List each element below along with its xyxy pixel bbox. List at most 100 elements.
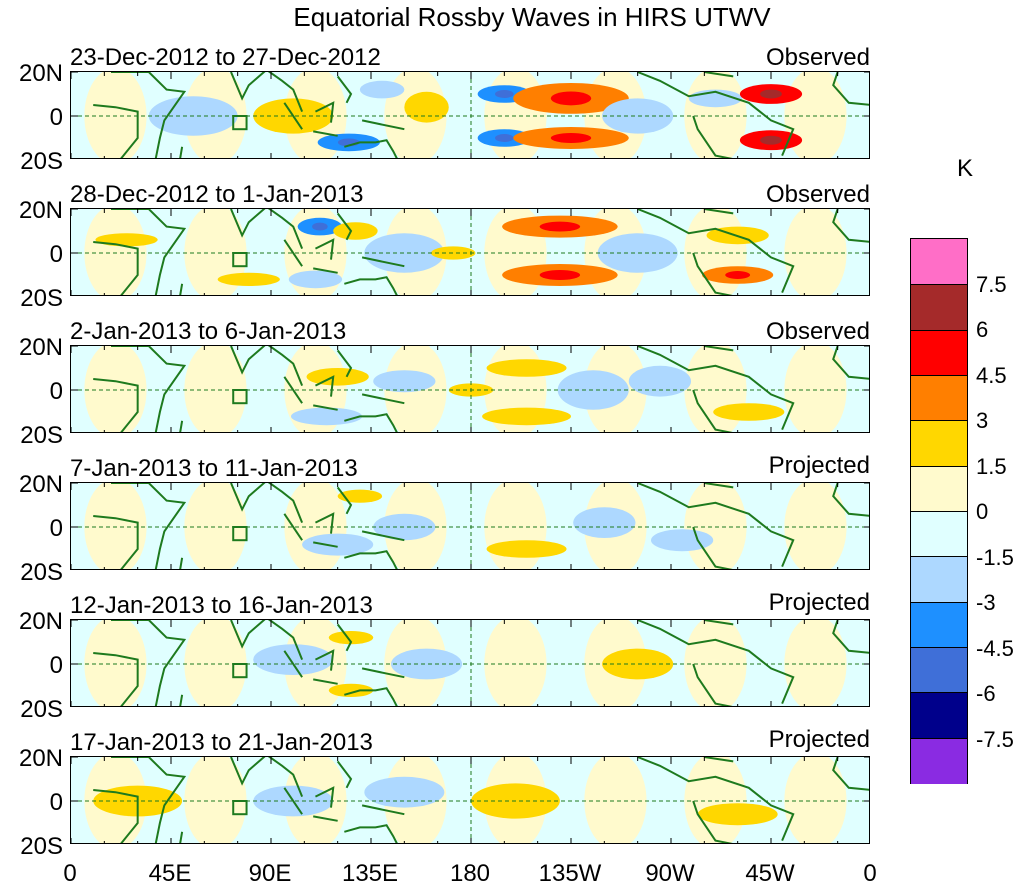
colorbar-swatch bbox=[911, 284, 967, 331]
coastline bbox=[344, 550, 398, 569]
anomaly-contour bbox=[651, 529, 714, 552]
coastline bbox=[93, 104, 139, 158]
anomaly-core bbox=[495, 134, 514, 142]
colorbar-swatch bbox=[911, 647, 967, 694]
panel-3-date-range: 2-Jan-2013 to 6-Jan-2013 bbox=[70, 318, 347, 345]
coastline bbox=[336, 212, 353, 241]
coastline bbox=[692, 663, 733, 706]
anomaly-contour bbox=[359, 80, 405, 99]
y-tick-label: 0 bbox=[49, 241, 63, 268]
colorbar-swatch bbox=[911, 556, 967, 603]
anomaly-contour bbox=[217, 272, 280, 286]
coastline bbox=[230, 620, 304, 660]
y-tick-label: 20N bbox=[18, 60, 63, 87]
anomaly-core bbox=[725, 271, 751, 279]
anomaly-contour bbox=[557, 370, 629, 410]
coastline bbox=[336, 486, 353, 515]
panel-contour-map bbox=[71, 209, 869, 295]
colorbar-swatch bbox=[911, 239, 967, 285]
coastline bbox=[230, 757, 304, 797]
anomaly-core bbox=[539, 221, 581, 232]
coastline bbox=[336, 75, 353, 104]
coastline bbox=[179, 694, 184, 706]
anomaly-band bbox=[584, 757, 647, 843]
coastline bbox=[313, 815, 338, 822]
anomaly-core bbox=[495, 90, 514, 98]
panel-3-status: Observed bbox=[765, 318, 870, 345]
y-tick-label: 20S bbox=[20, 696, 63, 723]
colorbar-swatch bbox=[911, 465, 967, 512]
anomaly-band bbox=[84, 620, 147, 706]
coastline bbox=[637, 757, 795, 841]
chart-title: Equatorial Rossby Waves in HIRS UTWV bbox=[293, 2, 771, 32]
coastline bbox=[692, 115, 733, 158]
coastline bbox=[93, 652, 139, 706]
coastline bbox=[93, 789, 139, 843]
coastline bbox=[361, 256, 405, 268]
colorbar-swatch bbox=[911, 329, 967, 376]
colorbar-unit-label: K bbox=[956, 155, 973, 182]
coastline bbox=[336, 349, 353, 378]
coastline bbox=[832, 209, 869, 243]
anomaly-contour bbox=[328, 683, 374, 697]
coastline bbox=[361, 530, 405, 542]
anomaly-contour bbox=[602, 98, 674, 134]
anomaly-contour bbox=[486, 359, 567, 377]
y-tick-label: 0 bbox=[49, 104, 63, 131]
anomaly-core bbox=[539, 270, 581, 280]
colorbar-swatch bbox=[911, 420, 967, 467]
anomaly-contour bbox=[431, 246, 476, 260]
panel-6 bbox=[70, 756, 870, 844]
coastline bbox=[692, 526, 733, 569]
coastline bbox=[111, 483, 187, 569]
coastline bbox=[704, 757, 734, 763]
colorbar-level-label: -7.5 bbox=[976, 727, 1014, 752]
x-tick-label: 135E bbox=[341, 860, 399, 887]
panel-contour-map bbox=[71, 346, 869, 432]
anomaly-band bbox=[784, 209, 847, 295]
colorbar-level-label: 7.5 bbox=[976, 272, 1007, 297]
coastline bbox=[361, 667, 405, 679]
y-tick-label: 0 bbox=[49, 652, 63, 679]
anomaly-band bbox=[84, 209, 147, 295]
coastline bbox=[283, 650, 303, 678]
coastline bbox=[637, 620, 795, 704]
coastline bbox=[361, 804, 405, 816]
coastline bbox=[93, 515, 139, 569]
coastline bbox=[313, 678, 338, 685]
coastline bbox=[692, 800, 733, 843]
coastline bbox=[361, 119, 405, 131]
anomaly-contour bbox=[364, 776, 445, 808]
anomaly-band bbox=[184, 209, 247, 295]
anomaly-core bbox=[312, 222, 328, 231]
anomaly-band bbox=[84, 72, 147, 158]
coastline bbox=[344, 413, 398, 432]
coastline bbox=[336, 623, 353, 652]
coastline bbox=[283, 102, 303, 130]
coastline bbox=[230, 483, 304, 523]
y-tick-label: 20S bbox=[20, 422, 63, 449]
panel-2-date-range: 28-Dec-2012 to 1-Jan-2013 bbox=[70, 181, 364, 208]
y-tick-label: 20S bbox=[20, 833, 63, 860]
panel-1-date-range: 23-Dec-2012 to 27-Dec-2012 bbox=[70, 44, 381, 71]
anomaly-contour bbox=[573, 507, 636, 538]
coastline bbox=[230, 72, 304, 112]
coastline bbox=[111, 72, 187, 158]
coastline bbox=[230, 209, 304, 249]
x-tick-label: 135W bbox=[538, 860, 602, 887]
panel-4-status: Projected bbox=[768, 452, 870, 479]
anomaly-core bbox=[550, 91, 592, 106]
panel-3 bbox=[70, 345, 870, 433]
coastline bbox=[179, 146, 184, 158]
anomaly-contour bbox=[328, 631, 374, 645]
panel-contour-map bbox=[71, 757, 869, 843]
x-tick-label: 0 bbox=[63, 860, 77, 887]
anomaly-contour bbox=[391, 648, 463, 680]
anomaly-contour bbox=[333, 222, 378, 240]
panel-5-date-range: 12-Jan-2013 to 16-Jan-2013 bbox=[70, 592, 373, 619]
anomaly-contour bbox=[373, 370, 436, 393]
coastline bbox=[230, 346, 304, 386]
y-tick-label: 0 bbox=[49, 378, 63, 405]
coastline bbox=[313, 541, 338, 548]
anomaly-band bbox=[784, 757, 847, 843]
